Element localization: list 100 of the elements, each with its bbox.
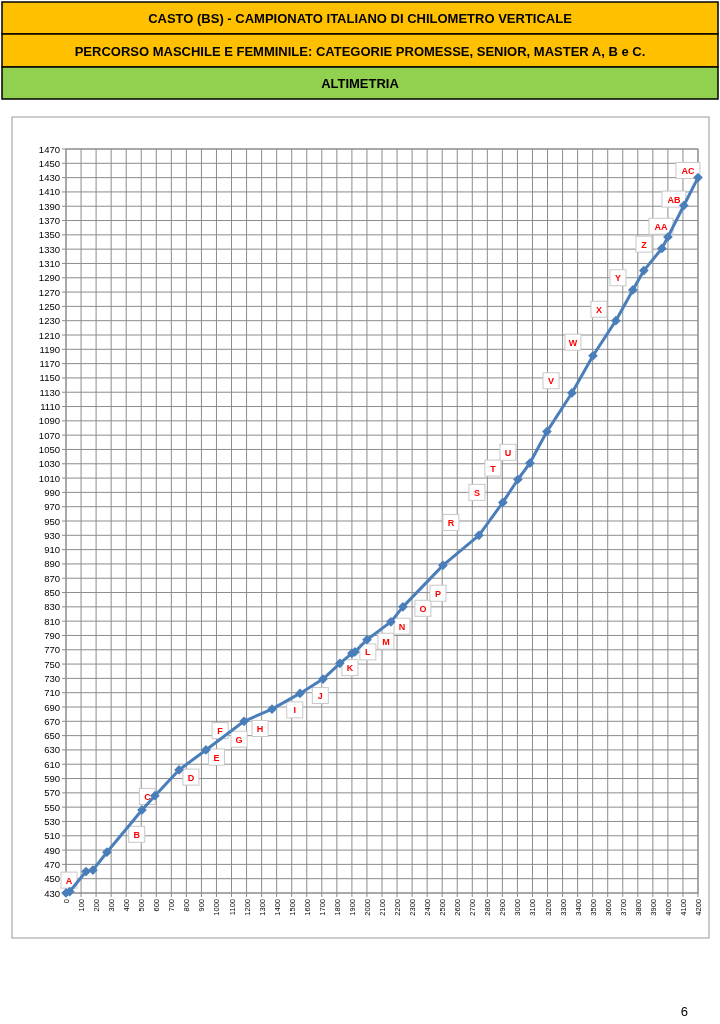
y-tick-label: 770 <box>44 644 60 656</box>
point <box>102 847 112 858</box>
point <box>638 265 649 276</box>
y-tick-label: 1350 <box>38 229 60 241</box>
y-tick-label: 470 <box>44 858 60 870</box>
annotation: U <box>504 447 512 458</box>
annotation: D <box>187 772 195 783</box>
y-tick-label: 870 <box>44 572 60 584</box>
point <box>542 426 552 437</box>
y-tick-label: 630 <box>44 744 60 756</box>
point <box>588 350 598 361</box>
annotation: AA <box>654 221 668 232</box>
point <box>497 497 508 508</box>
y-tick-label: 930 <box>44 529 60 541</box>
annotation: B <box>133 829 141 840</box>
y-tick-label: 970 <box>44 501 60 513</box>
y-tick-label: 650 <box>44 730 60 742</box>
y-tick-label: 510 <box>44 830 60 842</box>
annotation: J <box>317 691 323 702</box>
point <box>88 865 98 875</box>
point <box>386 617 396 627</box>
point <box>513 474 523 485</box>
y-tick-label: 1390 <box>38 200 60 212</box>
annotation: Z <box>641 239 648 250</box>
y-tick-label: 1170 <box>39 358 60 370</box>
annotation: I <box>293 705 296 716</box>
point <box>474 530 484 541</box>
point <box>610 315 621 326</box>
y-tick-label: 450 <box>44 873 60 885</box>
annotation: A <box>65 875 73 886</box>
y-tick-label: 850 <box>44 587 60 599</box>
annotation: N <box>398 621 406 632</box>
point <box>362 634 372 645</box>
annotation: C <box>144 791 152 802</box>
annotation: K <box>346 663 354 674</box>
text: ALTIMETRIA <box>321 76 400 91</box>
annotation: F <box>217 726 224 737</box>
annotation: V <box>547 376 554 387</box>
y-tick-label: 1250 <box>38 300 60 312</box>
y-tick-label: 1210 <box>38 329 60 341</box>
y-tick-label: 550 <box>44 801 60 813</box>
y-tick-label: 1190 <box>39 343 60 355</box>
point <box>335 658 345 669</box>
y-tick-label: 790 <box>44 629 60 641</box>
y-tick-label: 1290 <box>38 272 60 284</box>
y-tick-label: 610 <box>44 758 60 770</box>
y-tick-label: 830 <box>44 601 60 613</box>
y-tick-label: 490 <box>44 844 60 856</box>
chart-subtitle: PERCORSO MASCHILE E FEMMINILE: CATEGORIE PROMESSE, SENIOR, MASTER A, B e C. <box>74 43 646 59</box>
y-tick-label: 1090 <box>38 415 60 427</box>
annotation: O <box>419 603 427 614</box>
y-tick-label: 950 <box>44 515 60 527</box>
annotation: Y <box>614 273 621 284</box>
y-tick-label: 1470 <box>38 143 60 155</box>
y-tick-label: 910 <box>44 544 60 556</box>
annotation: T <box>490 463 497 474</box>
y-tick-label: 1130 <box>39 386 60 398</box>
annotation: S <box>473 487 480 498</box>
y-tick-label: 990 <box>44 486 60 498</box>
point <box>657 243 667 254</box>
y-tick-label: 1030 <box>38 458 60 470</box>
y-tick-label: 570 <box>44 787 60 799</box>
point <box>567 388 577 398</box>
annotation: P <box>434 588 441 599</box>
y-tick-label: 810 <box>44 615 60 627</box>
annotation: AB <box>667 194 681 205</box>
text: 6 <box>680 1004 688 1019</box>
annotation: AC <box>681 165 695 176</box>
y-tick-label: 730 <box>44 672 60 684</box>
y-tick-label: 1310 <box>38 257 60 269</box>
annotation: M <box>382 636 390 647</box>
annotation: R <box>447 517 455 528</box>
point <box>398 602 408 612</box>
annotation: G <box>235 734 243 745</box>
y-tick-label: 1270 <box>38 286 60 298</box>
y-tick-label: 1370 <box>38 215 60 227</box>
annotation: E <box>213 752 220 763</box>
y-tick-label: 890 <box>44 558 60 570</box>
y-tick-label: 1010 <box>38 472 60 484</box>
point <box>295 688 305 699</box>
point <box>627 285 638 295</box>
point <box>81 866 91 877</box>
y-tick-label: 710 <box>44 687 60 699</box>
y-tick-label: 1150 <box>39 372 60 384</box>
y-tick-label: 1450 <box>38 157 60 169</box>
y-tick-label: 1070 <box>38 429 60 441</box>
y-tick-label: 690 <box>44 701 60 713</box>
y-tick-label: 430 <box>44 887 60 899</box>
y-tick-label: 750 <box>44 658 60 670</box>
point <box>693 172 703 183</box>
annotation: L <box>365 647 372 658</box>
annotation: H <box>256 723 264 734</box>
y-tick-label: 1330 <box>38 243 60 255</box>
annotation: W <box>568 337 578 348</box>
y-tick-label: 1410 <box>38 186 60 198</box>
point <box>438 560 448 571</box>
annotation: X <box>595 304 602 315</box>
y-tick-label: 670 <box>44 715 60 727</box>
y-tick-label: 1050 <box>38 443 60 455</box>
point <box>150 790 160 801</box>
